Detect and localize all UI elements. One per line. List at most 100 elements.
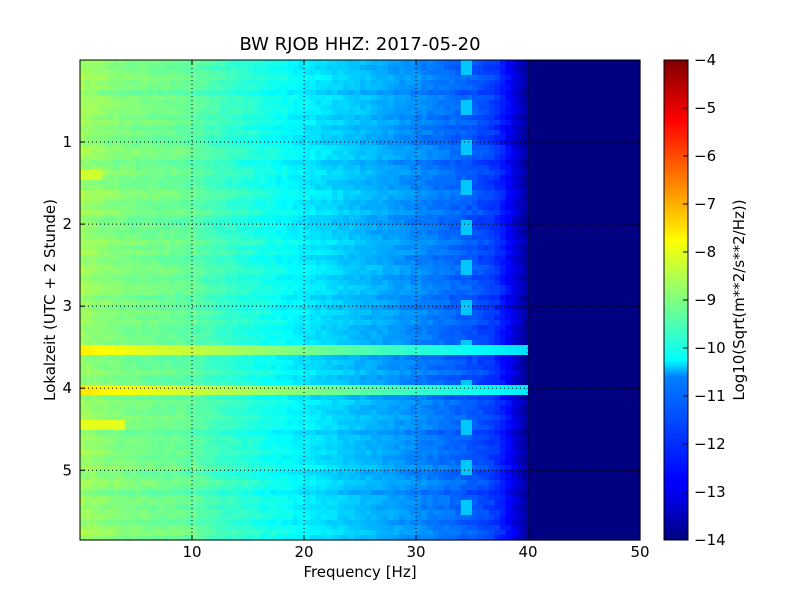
heatmap-cell	[388, 170, 395, 176]
heatmap-cell	[500, 290, 507, 296]
heatmap-cell	[130, 160, 137, 166]
heatmap-cell	[544, 295, 551, 301]
heatmap-cell	[511, 305, 518, 311]
heatmap-cell	[91, 280, 98, 286]
heatmap-cell	[466, 80, 473, 86]
heatmap-cell	[466, 180, 473, 186]
heatmap-cell	[371, 90, 378, 96]
heatmap-cell	[253, 230, 260, 236]
heatmap-cell	[399, 290, 406, 296]
heatmap-cell	[276, 185, 283, 191]
heatmap-cell	[427, 95, 434, 101]
heatmap-cell	[309, 140, 316, 146]
heatmap-cell	[119, 225, 126, 231]
heatmap-cell	[483, 150, 490, 156]
heatmap-cell	[242, 85, 249, 91]
heatmap-cell	[528, 100, 535, 106]
heatmap-cell	[158, 250, 165, 256]
heatmap-cell	[225, 70, 232, 76]
heatmap-cell	[382, 85, 389, 91]
heatmap-cell	[281, 140, 288, 146]
heatmap-cell	[119, 110, 126, 116]
heatmap-cell	[85, 285, 92, 291]
heatmap-cell	[522, 225, 529, 231]
heatmap-cell	[354, 160, 361, 166]
heatmap-cell	[332, 200, 339, 206]
heatmap-cell	[360, 255, 367, 261]
heatmap-cell	[477, 130, 484, 136]
heatmap-cell	[248, 70, 255, 76]
heatmap-cell	[584, 215, 591, 221]
heatmap-cell	[343, 200, 350, 206]
heatmap-cell	[438, 230, 445, 236]
heatmap-cell	[96, 130, 103, 136]
heatmap-cell	[556, 80, 563, 86]
heatmap-cell	[152, 145, 159, 151]
heatmap-cell	[292, 285, 299, 291]
heatmap-cell	[147, 90, 154, 96]
heatmap-cell	[628, 220, 635, 226]
heatmap-cell	[404, 250, 411, 256]
heatmap-cell	[304, 190, 311, 196]
heatmap-cell	[488, 280, 495, 286]
heatmap-cell	[354, 280, 361, 286]
heatmap-cell	[309, 185, 316, 191]
heatmap-cell	[628, 165, 635, 171]
heatmap-cell	[584, 260, 591, 266]
heatmap-cell	[500, 300, 507, 306]
heatmap-cell	[634, 260, 641, 266]
heatmap-cell	[231, 95, 238, 101]
heatmap-cell	[556, 175, 563, 181]
heatmap-cell	[539, 270, 546, 276]
heatmap-cell	[192, 90, 199, 96]
heatmap-cell	[421, 85, 428, 91]
heatmap-cell	[584, 75, 591, 81]
heatmap-cell	[634, 185, 641, 191]
heatmap-cell	[337, 235, 344, 241]
heatmap-cell	[360, 160, 367, 166]
heatmap-cell	[589, 170, 596, 176]
heatmap-cell	[365, 75, 372, 81]
heatmap-cell	[130, 60, 137, 66]
heatmap-cell	[393, 95, 400, 101]
heatmap-cell	[561, 200, 568, 206]
heatmap-cell	[287, 180, 294, 186]
heatmap-cell	[483, 170, 490, 176]
heatmap-cell	[572, 230, 579, 236]
heatmap-cell	[180, 65, 187, 71]
heatmap-cell	[600, 220, 607, 226]
heatmap-cell	[399, 155, 406, 161]
heatmap-cell	[572, 175, 579, 181]
heatmap-cell	[147, 135, 154, 141]
heatmap-cell	[376, 180, 383, 186]
heatmap-cell	[628, 205, 635, 211]
heatmap-cell	[242, 250, 249, 256]
heatmap-cell	[416, 180, 423, 186]
heatmap-cell	[488, 175, 495, 181]
heatmap-cell	[304, 185, 311, 191]
heatmap-cell	[236, 105, 243, 111]
heatmap-cell	[572, 225, 579, 231]
heatmap-cell	[421, 265, 428, 271]
heatmap-cell	[259, 155, 266, 161]
heatmap-cell	[152, 270, 159, 276]
heatmap-cell	[287, 70, 294, 76]
heatmap-cell	[332, 190, 339, 196]
heatmap-cell	[108, 135, 115, 141]
heatmap-cell	[130, 215, 137, 221]
heatmap-cell	[567, 85, 574, 91]
heatmap-cell	[404, 185, 411, 191]
heatmap-cell	[214, 150, 221, 156]
heatmap-cell	[119, 185, 126, 191]
heatmap-cell	[85, 185, 92, 191]
heatmap-cell	[113, 225, 120, 231]
heatmap-cell	[404, 70, 411, 76]
heatmap-cell	[119, 150, 126, 156]
heatmap-cell	[259, 60, 266, 66]
heatmap-cell	[253, 110, 260, 116]
heatmap-cell	[309, 170, 316, 176]
heatmap-cell	[421, 100, 428, 106]
heatmap-cell	[320, 240, 327, 246]
heatmap-cell	[180, 305, 187, 311]
heatmap-cell	[315, 245, 322, 251]
